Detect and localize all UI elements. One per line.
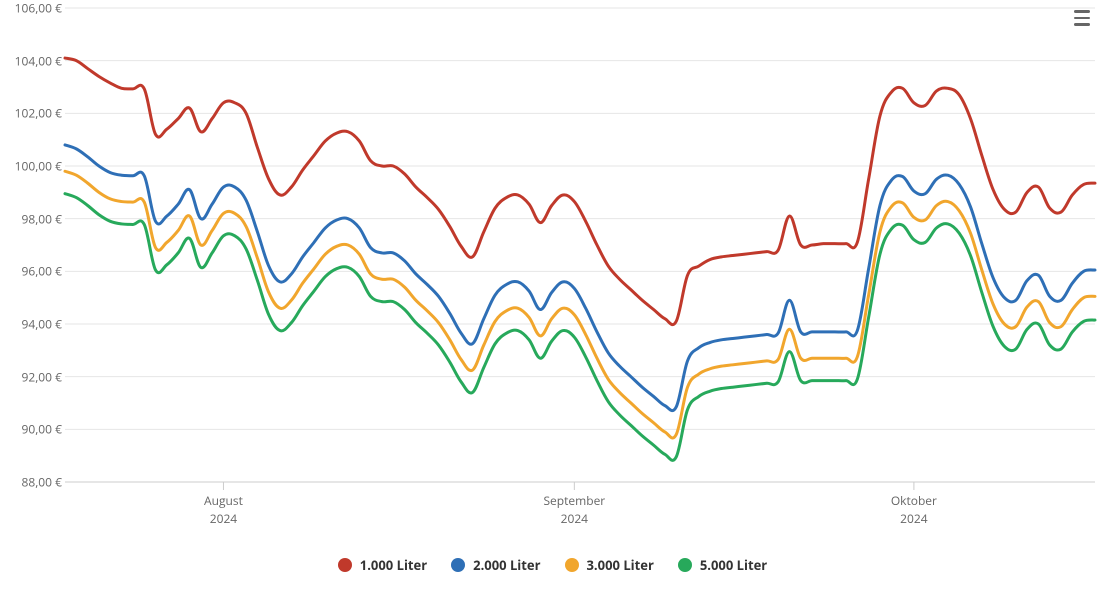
legend-label: 2.000 Liter [473, 556, 540, 574]
legend-label: 3.000 Liter [587, 556, 654, 574]
y-tick-label: 98,00 € [21, 210, 62, 227]
legend-swatch [678, 558, 692, 572]
y-tick-label: 88,00 € [21, 474, 62, 491]
legend-item[interactable]: 5.000 Liter [678, 556, 767, 574]
chart-plot-area [0, 0, 1105, 602]
legend-label: 5.000 Liter [700, 556, 767, 574]
y-tick-label: 92,00 € [21, 368, 62, 385]
legend-item[interactable]: 3.000 Liter [565, 556, 654, 574]
legend-swatch [451, 558, 465, 572]
chart-legend: 1.000 Liter 2.000 Liter 3.000 Liter 5.000 L… [0, 555, 1105, 577]
x-tick-sublabel: 2024 [561, 510, 588, 527]
x-tick-sublabel: 2024 [210, 510, 237, 527]
price-chart: 88,00 € 90,00 € 92,00 € 94,00 € 96,00 € 98,00… [0, 0, 1105, 602]
y-tick-label: 102,00 € [15, 105, 62, 122]
x-tick-sublabel: 2024 [900, 510, 927, 527]
y-tick-label: 90,00 € [21, 421, 62, 438]
legend-swatch [338, 558, 352, 572]
x-tick-label: August [204, 494, 243, 508]
y-tick-label: 106,00 € [15, 0, 62, 17]
y-tick-label: 96,00 € [21, 263, 62, 280]
y-tick-label: 100,00 € [15, 158, 62, 175]
x-tick-label: September [543, 494, 605, 508]
legend-label: 1.000 Liter [360, 556, 427, 574]
x-tick-label: Oktober [891, 494, 937, 508]
legend-swatch [565, 558, 579, 572]
y-tick-label: 94,00 € [21, 316, 62, 333]
legend-item[interactable]: 1.000 Liter [338, 556, 427, 574]
y-tick-label: 104,00 € [15, 52, 62, 69]
legend-item[interactable]: 2.000 Liter [451, 556, 540, 574]
